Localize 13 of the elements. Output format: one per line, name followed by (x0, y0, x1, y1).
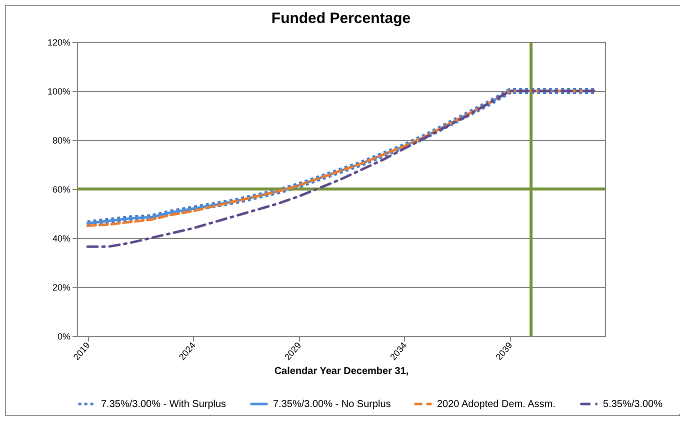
legend-label: 2020 Adopted Dem. Assm. (437, 399, 556, 410)
legend-label: 5.35%/3.00% (603, 399, 663, 410)
chart-title: Funded Percentage (271, 10, 411, 27)
y-tick-label: 100% (47, 86, 70, 96)
y-tick-label: 60% (52, 184, 70, 194)
x-axis-title: Calendar Year December 31, (274, 366, 409, 378)
y-tick-label: 120% (47, 38, 70, 48)
y-tick-label: 80% (52, 136, 70, 146)
y-tick-label: 40% (52, 234, 70, 244)
y-tick-label: 0% (57, 332, 70, 342)
legend-label: 7.35%/3.00% - No Surplus (273, 399, 391, 410)
y-tick-label: 20% (52, 282, 70, 292)
legend-label: 7.35%/3.00% - With Surplus (101, 399, 226, 410)
